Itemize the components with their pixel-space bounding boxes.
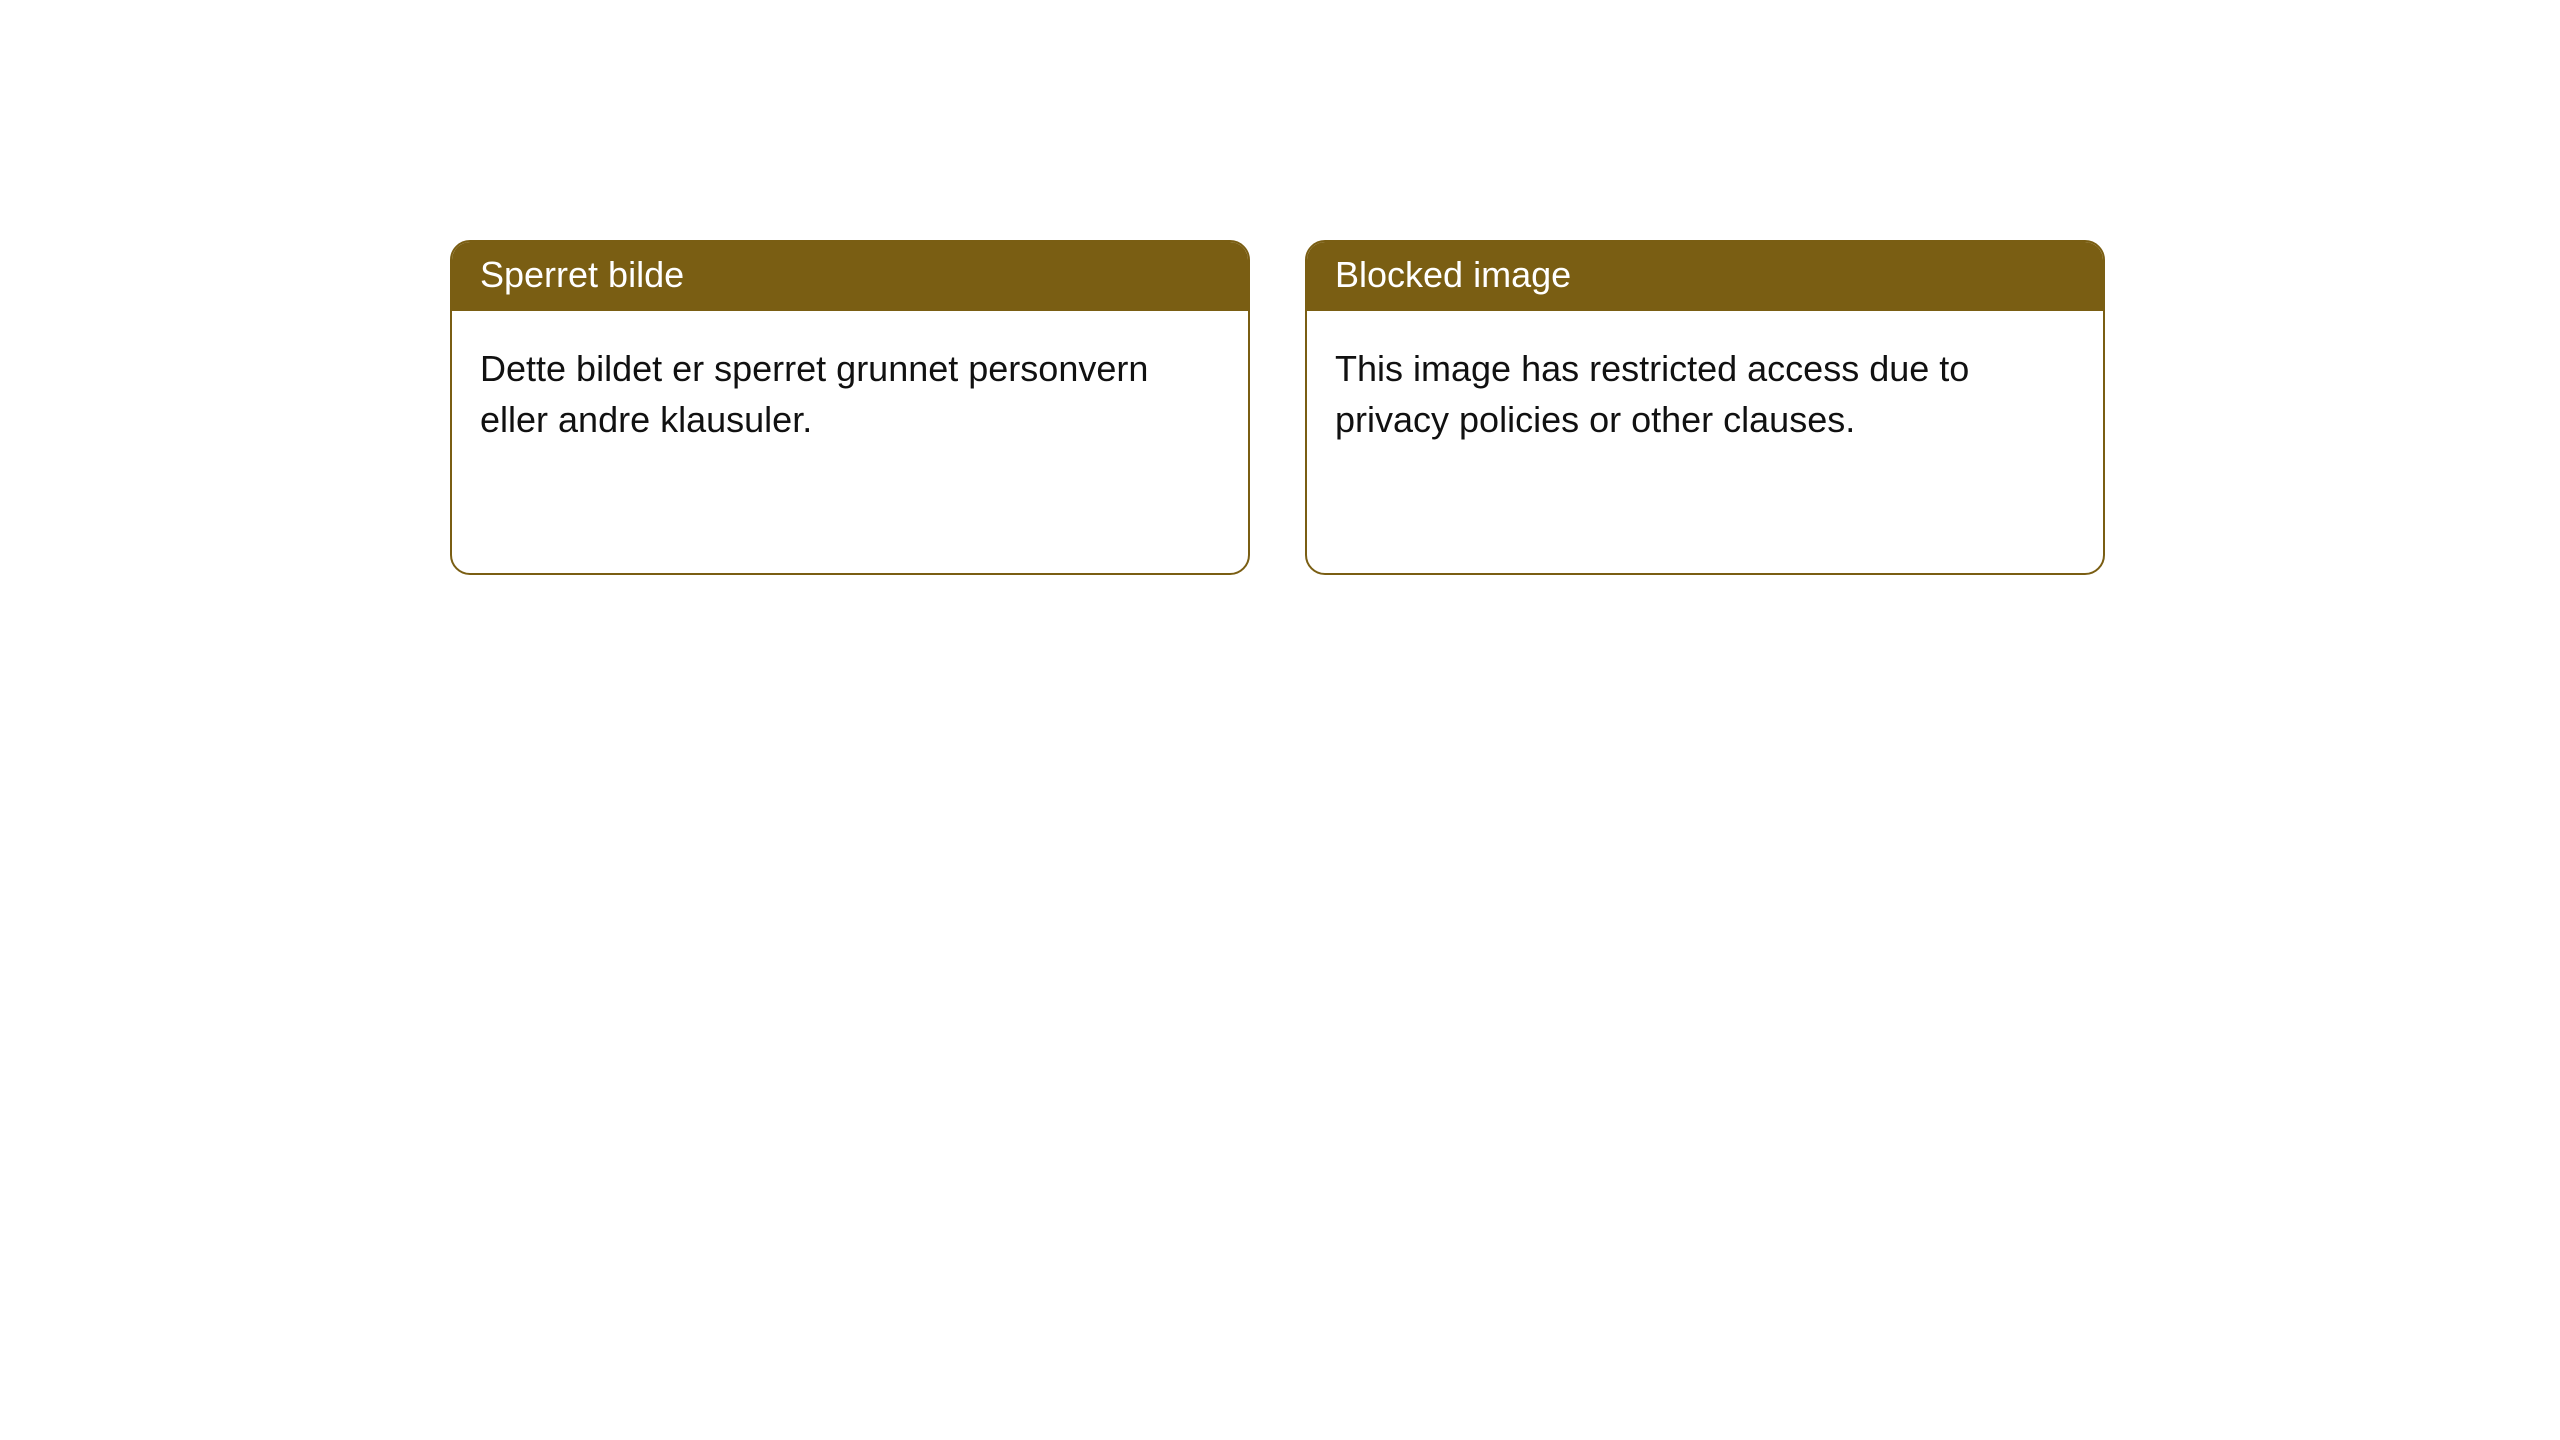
card-title: Sperret bilde xyxy=(452,242,1248,311)
card-title: Blocked image xyxy=(1307,242,2103,311)
card-body-text: This image has restricted access due to … xyxy=(1307,311,2103,473)
notice-card-english: Blocked image This image has restricted … xyxy=(1305,240,2105,575)
card-body-text: Dette bildet er sperret grunnet personve… xyxy=(452,311,1248,473)
notice-card-norwegian: Sperret bilde Dette bildet er sperret gr… xyxy=(450,240,1250,575)
cards-container: Sperret bilde Dette bildet er sperret gr… xyxy=(0,0,2560,575)
